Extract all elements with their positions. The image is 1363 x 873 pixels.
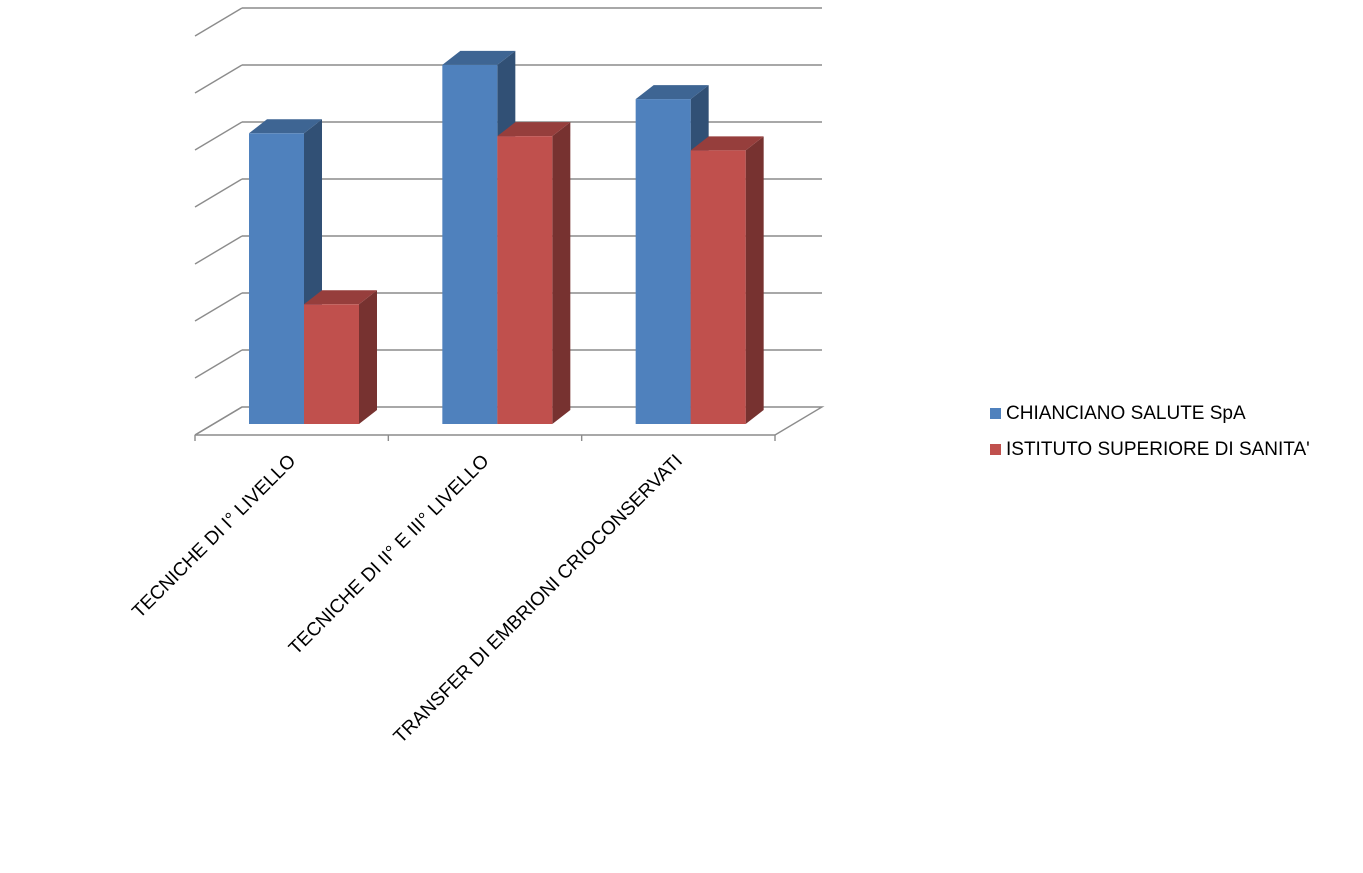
bar-top	[442, 50, 516, 65]
bar-top	[304, 290, 377, 305]
bar-top	[690, 136, 764, 151]
legend-item: ISTITUTO SUPERIORE DI SANITA'	[990, 439, 1310, 460]
legend-label: CHIANCIANO SALUTE SpA	[1006, 403, 1246, 424]
bar	[690, 136, 764, 424]
bars	[249, 50, 764, 425]
gridline-side	[194, 292, 243, 322]
gridline-side	[194, 235, 243, 265]
bar-side	[359, 290, 377, 424]
gridline-side	[194, 121, 243, 151]
gridline-side	[194, 178, 243, 208]
bar-top	[635, 85, 709, 100]
gridline-side	[194, 64, 243, 94]
bar-front	[442, 64, 498, 425]
bar-top	[249, 119, 322, 134]
legend: CHIANCIANO SALUTE SpA ISTITUTO SUPERIORE …	[990, 403, 1310, 460]
bar-side	[745, 136, 764, 424]
legend-swatch	[990, 444, 1001, 455]
bar	[304, 290, 377, 424]
bar-top	[497, 122, 571, 137]
category-label: TECNICHE DI I° LIVELLO	[128, 451, 300, 623]
bar	[497, 122, 571, 425]
gridline-side	[194, 7, 243, 37]
bar-front	[690, 150, 746, 424]
bar-front	[635, 99, 691, 424]
bar	[249, 119, 322, 425]
legend-label: ISTITUTO SUPERIORE DI SANITA'	[1006, 439, 1310, 460]
legend-item: CHIANCIANO SALUTE SpA	[990, 403, 1246, 424]
bar-front	[497, 136, 553, 424]
bar-front	[304, 304, 359, 424]
x-axis	[194, 434, 776, 441]
gridline-side	[194, 349, 243, 379]
bar-side	[552, 122, 571, 425]
bar-front	[249, 133, 304, 425]
category-label: TECNICHE DI II° E III° LIVELLO	[285, 451, 494, 660]
legend-swatch	[990, 408, 1001, 419]
